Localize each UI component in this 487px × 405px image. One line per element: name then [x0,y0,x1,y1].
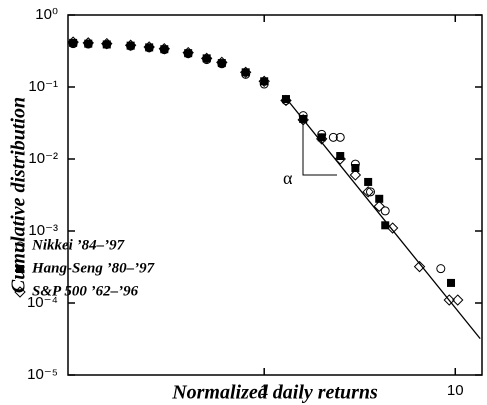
data-point [375,194,384,203]
data-point [126,41,135,50]
data-point [297,114,309,126]
data-point [160,45,169,54]
data-point [280,94,292,107]
x-tick-label: 1 [260,382,268,399]
data-point [84,39,93,48]
plot-frame [67,14,483,376]
data-point [200,52,213,65]
data-point [67,36,79,48]
data-point [143,41,155,53]
data-point [69,38,78,47]
y-tick-label: 10⁻⁴ [27,294,58,311]
data-point [334,153,346,165]
data-point [380,206,390,216]
legend-marker [14,286,26,298]
legend-label: Hang-Seng ’80–’97 [31,260,155,276]
y-tick-label: 10⁻³ [28,222,58,239]
slope-triangle [302,118,337,176]
data-point [365,187,375,197]
data-point [436,264,446,274]
data-point [381,221,390,230]
data-point [373,200,385,213]
data-point [336,152,345,161]
data-point [335,132,345,142]
fit-line [285,97,481,340]
x-tick-label: 10 [447,382,464,399]
y-tick-label: 10⁰ [35,6,58,23]
data-point [413,260,426,273]
data-point [145,43,154,52]
data-point [158,43,171,55]
data-point [217,59,226,68]
slope-triangle-lines [302,118,337,176]
data-point [102,40,111,49]
data-point [101,37,113,50]
y-tick-label: 10⁻¹ [28,78,58,95]
data-point [351,163,360,172]
data-point [452,294,464,306]
data-point [364,177,373,186]
data-point [184,49,193,58]
slope-label: α [283,168,293,188]
data-point [443,294,455,306]
data-point [362,186,374,198]
data-point [349,169,362,181]
data-point [202,54,211,63]
data-point [447,278,456,287]
data-point [239,66,252,79]
legend-label: S&P 500 ’62–’96 [32,283,139,299]
y-axis-label: Cumulative distribution [8,97,30,293]
legend-marker [15,241,25,251]
data-point [317,133,326,142]
data-point [328,132,338,142]
data-point [124,39,137,51]
data-point [258,75,270,88]
legend-label: Nikkei ’84–’97 [31,237,125,253]
legend-marker [16,265,24,273]
data-point [182,46,194,59]
data-point [241,68,250,77]
x-axis-label: Normalized daily returns [171,382,378,404]
data-point [216,56,228,69]
y-tick-label: 10⁻² [28,150,58,167]
y-tick-label: 10⁻⁵ [27,366,58,383]
data-point [260,77,269,86]
data-point [82,37,94,49]
